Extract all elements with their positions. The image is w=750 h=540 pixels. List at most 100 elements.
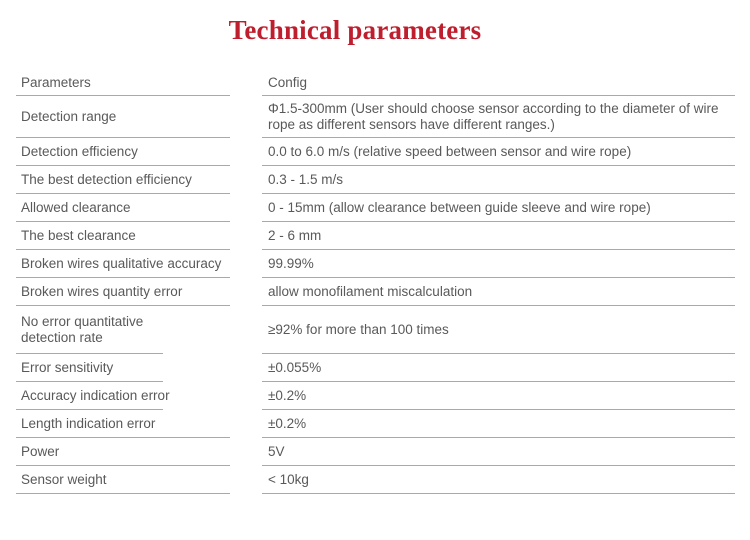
parameter-label: Broken wires quantity error xyxy=(21,284,183,299)
config-cell: Φ1.5-300mm (User should choose sensor ac… xyxy=(262,96,735,138)
table-row: Sensor weight < 10kg xyxy=(16,466,735,494)
row-divider xyxy=(262,353,735,354)
row-divider xyxy=(16,221,230,222)
parameter-cell: The best detection efficiency xyxy=(16,166,262,194)
config-value: 0.3 - 1.5 m/s xyxy=(268,172,344,187)
config-cell: 0.0 to 6.0 m/s (relative speed between s… xyxy=(262,138,735,166)
parameter-cell: Detection efficiency xyxy=(16,138,262,166)
parameter-cell: Accuracy indication error xyxy=(16,382,262,410)
page-title: Technical parameters xyxy=(228,15,482,45)
parameter-label: Detection range xyxy=(21,109,117,124)
table-header-row: Parameters Config xyxy=(16,70,735,96)
parameter-cell: Sensor weight xyxy=(16,466,262,494)
config-cell: allow monofilament miscalculation xyxy=(262,278,735,306)
row-divider xyxy=(262,165,735,166)
parameter-label: Detection efficiency xyxy=(21,144,138,159)
config-value: ±0.055% xyxy=(268,360,322,375)
row-divider xyxy=(262,493,735,494)
row-divider xyxy=(16,353,163,354)
config-value: Φ1.5-300mm (User should choose sensor ac… xyxy=(268,101,719,132)
row-divider xyxy=(16,381,163,382)
parameters-table: Parameters Config Detection range Φ1.5-3… xyxy=(16,70,735,494)
row-divider xyxy=(262,437,735,438)
row-divider xyxy=(262,137,735,138)
table-row: No error quantitative detection rate ≥92… xyxy=(16,306,735,354)
table-row: Allowed clearance 0 - 15mm (allow cleara… xyxy=(16,194,735,222)
config-cell: ≥92% for more than 100 times xyxy=(262,306,735,354)
parameter-label: No error quantitative detection rate xyxy=(21,314,144,345)
row-divider xyxy=(262,277,735,278)
config-cell: ±0.2% xyxy=(262,382,735,410)
technical-parameters-page: { "title": "Technical parameters", "colo… xyxy=(0,14,750,540)
config-cell: ±0.055% xyxy=(262,354,735,382)
row-divider xyxy=(16,465,230,466)
config-cell: 0.3 - 1.5 m/s xyxy=(262,166,735,194)
parameter-cell: Broken wires quantity error xyxy=(16,278,262,306)
config-value: 0 - 15mm (allow clearance between guide … xyxy=(268,200,651,215)
parameter-label: Sensor weight xyxy=(21,472,107,487)
parameter-cell: Power xyxy=(16,438,262,466)
table-row: Detection range Φ1.5-300mm (User should … xyxy=(16,96,735,138)
config-header-cell: Config xyxy=(262,70,735,96)
row-divider xyxy=(262,305,735,306)
config-value: 5V xyxy=(268,444,285,459)
row-divider xyxy=(16,305,230,306)
row-divider xyxy=(16,249,230,250)
parameter-cell: Allowed clearance xyxy=(16,194,262,222)
table-body: Detection range Φ1.5-300mm (User should … xyxy=(16,96,735,494)
row-divider xyxy=(262,381,735,382)
table-row: Broken wires qualitative accuracy 99.99% xyxy=(16,250,735,278)
row-divider xyxy=(16,437,230,438)
row-divider xyxy=(16,137,230,138)
parameter-label: Allowed clearance xyxy=(21,200,131,215)
row-divider xyxy=(262,249,735,250)
header-divider xyxy=(16,95,230,96)
row-divider xyxy=(262,193,735,194)
config-value: 99.99% xyxy=(268,256,314,271)
config-cell: < 10kg xyxy=(262,466,735,494)
parameter-label: Accuracy indication error xyxy=(21,388,170,403)
config-cell: 0 - 15mm (allow clearance between guide … xyxy=(262,194,735,222)
parameter-label: Length indication error xyxy=(21,416,156,431)
row-divider xyxy=(16,277,230,278)
parameter-cell: Broken wires qualitative accuracy xyxy=(16,250,262,278)
header-divider xyxy=(262,95,735,96)
config-value: < 10kg xyxy=(268,472,309,487)
row-divider xyxy=(16,493,230,494)
table-row: The best detection efficiency 0.3 - 1.5 … xyxy=(16,166,735,194)
parameter-label: The best clearance xyxy=(21,228,136,243)
parameter-label: The best detection efficiency xyxy=(21,172,192,187)
column-header-config: Config xyxy=(268,75,308,90)
config-cell: 2 - 6 mm xyxy=(262,222,735,250)
row-divider xyxy=(16,409,163,410)
config-value: ≥92% for more than 100 times xyxy=(268,322,449,337)
row-divider xyxy=(262,409,735,410)
parameter-cell: Length indication error xyxy=(16,410,262,438)
config-value: 2 - 6 mm xyxy=(268,228,322,243)
parameter-label: Power xyxy=(21,444,60,459)
parameter-label: Error sensitivity xyxy=(21,360,114,375)
config-value: 0.0 to 6.0 m/s (relative speed between s… xyxy=(268,144,632,159)
table-row: Error sensitivity ±0.055% xyxy=(16,354,735,382)
parameter-label: Broken wires qualitative accuracy xyxy=(21,256,222,271)
row-divider xyxy=(16,165,230,166)
config-value: ±0.2% xyxy=(268,388,307,403)
row-divider xyxy=(262,221,735,222)
config-cell: 5V xyxy=(262,438,735,466)
table-row: Broken wires quantity error allow monofi… xyxy=(16,278,735,306)
parameter-cell: Detection range xyxy=(16,96,262,138)
row-divider xyxy=(262,465,735,466)
config-value: allow monofilament miscalculation xyxy=(268,284,473,299)
config-value: ±0.2% xyxy=(268,416,307,431)
parameter-cell: No error quantitative detection rate xyxy=(16,306,262,354)
row-divider xyxy=(16,193,230,194)
table-row: Length indication error ±0.2% xyxy=(16,410,735,438)
column-header-parameters: Parameters xyxy=(21,75,91,90)
table-row: Accuracy indication error ±0.2% xyxy=(16,382,735,410)
parameter-cell: Error sensitivity xyxy=(16,354,262,382)
parameter-cell: The best clearance xyxy=(16,222,262,250)
table-row: The best clearance 2 - 6 mm xyxy=(16,222,735,250)
table-row: Power 5V xyxy=(16,438,735,466)
parameters-header-cell: Parameters xyxy=(16,70,262,96)
table-row: Detection efficiency 0.0 to 6.0 m/s (rel… xyxy=(16,138,735,166)
